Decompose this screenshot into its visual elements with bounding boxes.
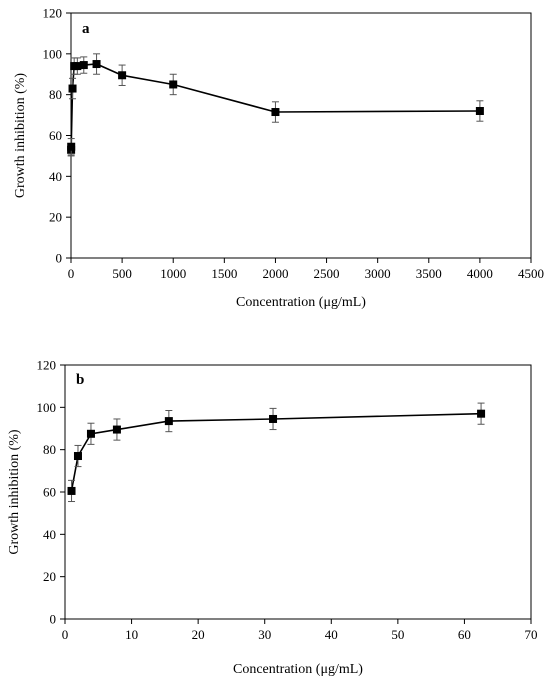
- y-tick-label: 0: [56, 251, 63, 266]
- x-axis-title: Concentration (μg/mL): [233, 662, 363, 677]
- data-point: [92, 60, 101, 69]
- series-line: [70, 412, 482, 492]
- x-tick-label: 4500: [518, 266, 544, 281]
- y-tick-label: 20: [49, 210, 62, 225]
- x-tick-label: 70: [525, 627, 538, 642]
- y-tick-label: 120: [37, 358, 57, 373]
- y-tick-label: 0: [50, 612, 57, 627]
- x-tick-label: 2000: [262, 266, 288, 281]
- data-point: [73, 452, 82, 461]
- y-tick-label: 100: [43, 46, 63, 61]
- x-tick-label: 1000: [160, 266, 186, 281]
- chart-panel-a: 0 20 40 60 80 100 120 0 500 1000 1500 2000 2500 3000 3…: [13, 6, 544, 311]
- x-tick-label: 4000: [467, 266, 493, 281]
- x-tick-label: 3500: [416, 266, 442, 281]
- y-tick-label: 100: [37, 400, 57, 415]
- x-tick-label: 60: [458, 627, 471, 642]
- plot-frame: [64, 364, 532, 620]
- x-tick-label: 3000: [365, 266, 391, 281]
- plot-frame: [70, 12, 532, 259]
- y-tick-label: 40: [43, 527, 56, 542]
- x-tick-label: 10: [125, 627, 138, 642]
- y-tick-label: 60: [43, 485, 56, 500]
- data-point: [118, 71, 127, 80]
- x-tick-label: 40: [325, 627, 338, 642]
- y-axis-title: Growth inhibition (%): [13, 73, 28, 199]
- x-tick-label: 20: [192, 627, 205, 642]
- data-point: [477, 409, 486, 418]
- y-tick-label: 80: [49, 87, 62, 102]
- y-tick-label: 40: [49, 169, 62, 184]
- x-tick-label: 0: [62, 627, 69, 642]
- data-point: [67, 486, 76, 495]
- y-tick-label: 80: [43, 442, 56, 457]
- data-point: [67, 142, 76, 151]
- x-tick-label: 1500: [211, 266, 237, 281]
- x-axis-title: Concentration (μg/mL): [236, 295, 366, 310]
- x-tick-label: 2500: [314, 266, 340, 281]
- panel-letter: a: [82, 21, 90, 37]
- data-point: [79, 61, 88, 70]
- panel-letter: b: [76, 372, 84, 388]
- x-tick-label: 0: [68, 266, 75, 281]
- data-point: [475, 107, 484, 115]
- data-point: [164, 417, 173, 426]
- y-tick-label: 20: [43, 569, 56, 584]
- y-axis-title: Growth inhibition (%): [7, 429, 22, 555]
- data-point: [271, 108, 280, 117]
- data-point: [86, 429, 95, 438]
- chart-panel-b: 0 20 40 60 80 100 120 0 10 20 30 40 50 60 70 Concentrat…: [7, 358, 538, 678]
- x-tick-label: 50: [391, 627, 404, 642]
- y-tick-label: 120: [43, 6, 63, 21]
- x-tick-label: 500: [112, 266, 132, 281]
- data-point: [112, 425, 121, 434]
- data-point: [73, 62, 82, 71]
- data-point: [169, 80, 178, 89]
- data-point: [68, 84, 77, 93]
- y-tick-label: 60: [49, 128, 62, 143]
- data-point: [269, 414, 278, 423]
- x-tick-label: 30: [258, 627, 271, 642]
